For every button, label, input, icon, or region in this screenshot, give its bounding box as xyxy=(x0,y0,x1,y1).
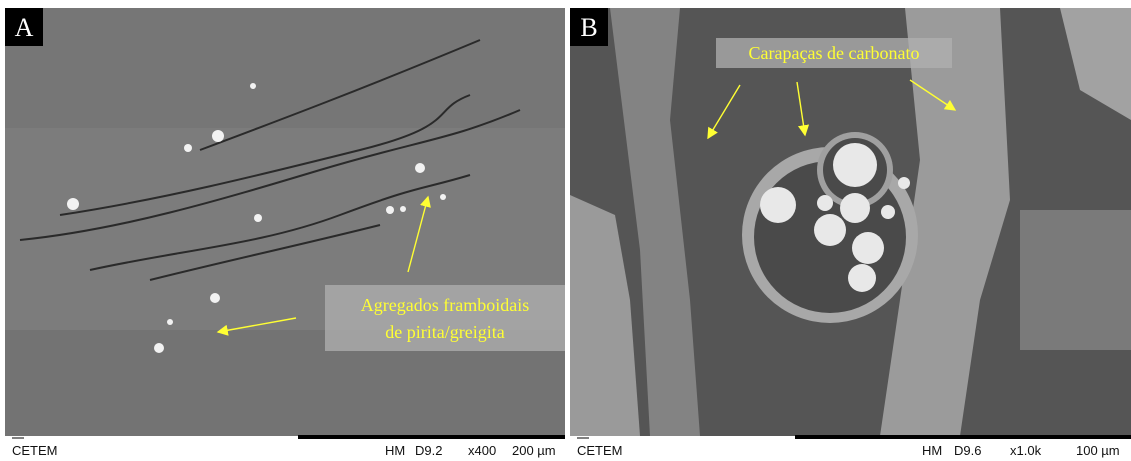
footer-text: HM xyxy=(385,443,405,458)
footer: CETEM HM D9.2 x400 200 µm CETEM HM D9.6 … xyxy=(12,435,1131,458)
panel-a: A Agregados framboidais de pirita/greigi… xyxy=(5,8,565,436)
annotation: de pirita/greigita xyxy=(385,322,504,342)
footer-text: x400 xyxy=(468,443,496,458)
footer-text: CETEM xyxy=(12,443,58,458)
footer-text: CETEM xyxy=(577,443,623,458)
panel-label: A xyxy=(15,13,34,42)
annotation: Agregados framboidais xyxy=(361,295,529,315)
footer-text: x1.0k xyxy=(1010,443,1042,458)
panel-b: B Carapaças de carbonato xyxy=(570,8,1131,436)
figure: A Agregados framboidais de pirita/greigi… xyxy=(0,0,1131,461)
footer-text: 100 µm xyxy=(1076,443,1120,458)
footer-text: HM xyxy=(922,443,942,458)
annotation: Carapaças de carbonato xyxy=(749,43,920,63)
footer-text: D9.6 xyxy=(954,443,981,458)
footer-text: D9.2 xyxy=(415,443,442,458)
footer-text: 200 µm xyxy=(512,443,556,458)
panel-label: B xyxy=(580,13,597,42)
